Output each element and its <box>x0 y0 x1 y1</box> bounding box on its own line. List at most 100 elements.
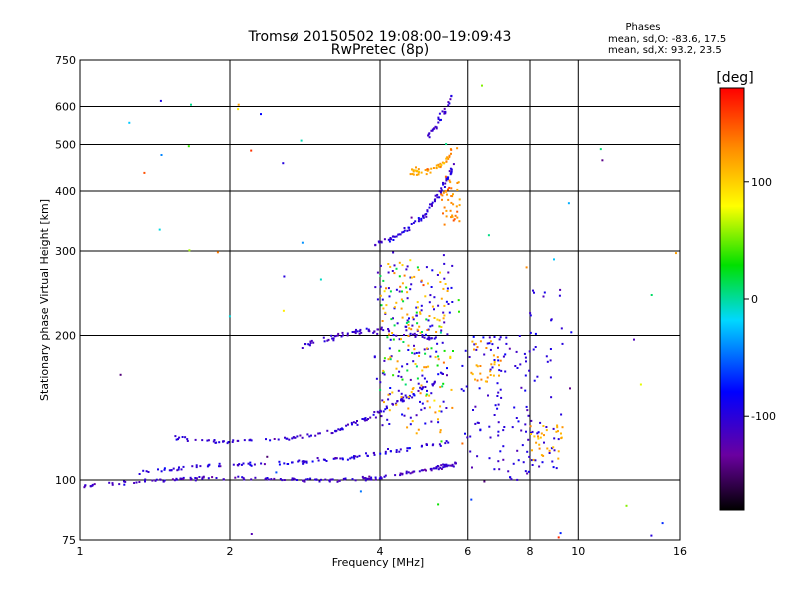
data-point <box>451 463 454 466</box>
data-point <box>499 388 502 391</box>
data-point <box>479 365 482 367</box>
data-point <box>420 279 423 282</box>
data-point <box>541 461 544 464</box>
data-point <box>556 424 559 427</box>
data-point <box>287 463 290 465</box>
data-point <box>421 369 424 372</box>
data-point <box>559 532 562 535</box>
data-point <box>543 434 545 437</box>
data-point <box>490 363 493 366</box>
data-point <box>398 275 401 278</box>
data-point <box>181 436 184 438</box>
data-point <box>250 533 253 535</box>
data-point <box>314 434 317 437</box>
data-point <box>443 206 446 209</box>
data-point <box>438 190 441 193</box>
data-point <box>517 420 520 423</box>
data-point <box>412 318 415 321</box>
data-point <box>492 374 495 377</box>
data-point <box>388 240 391 243</box>
data-point <box>426 380 428 383</box>
data-point <box>479 372 482 375</box>
data-point <box>323 458 326 461</box>
data-point <box>520 429 523 432</box>
data-point <box>421 335 424 338</box>
colorbar-ticks: 100 0 -100 <box>744 176 776 423</box>
data-point <box>447 198 450 201</box>
data-point <box>439 444 442 447</box>
data-point <box>354 479 357 482</box>
data-point <box>443 304 446 307</box>
data-point <box>359 328 362 331</box>
data-point <box>447 188 449 191</box>
data-point <box>439 431 442 434</box>
data-point <box>296 479 298 481</box>
data-point <box>93 483 96 486</box>
data-point <box>358 454 361 457</box>
data-point <box>417 220 420 223</box>
data-point <box>395 334 398 337</box>
data-point <box>451 215 454 218</box>
data-point <box>387 358 390 361</box>
data-point <box>489 436 492 439</box>
data-point <box>254 476 257 479</box>
data-point <box>385 287 387 290</box>
data-point <box>411 173 414 175</box>
data-point <box>421 331 423 333</box>
data-point <box>416 266 419 269</box>
data-point <box>529 312 532 315</box>
data-point <box>356 423 359 426</box>
data-point <box>282 162 285 165</box>
data-point <box>508 347 511 350</box>
x-tick-label: 4 <box>377 545 384 558</box>
data-point <box>420 171 423 174</box>
data-point <box>473 348 475 351</box>
data-point <box>415 334 418 337</box>
data-point <box>407 471 410 474</box>
data-point <box>400 338 402 341</box>
colorbar-title: [deg] <box>716 70 753 86</box>
data-point <box>392 334 395 337</box>
data-point <box>383 357 386 360</box>
data-point <box>473 343 476 346</box>
data-point <box>500 369 503 372</box>
data-point <box>470 498 473 501</box>
data-point <box>483 353 486 356</box>
data-point <box>437 373 440 376</box>
data-point <box>538 443 541 446</box>
data-point <box>283 479 286 481</box>
data-point <box>443 349 446 352</box>
data-point <box>533 435 536 438</box>
data-point <box>510 478 513 481</box>
data-point <box>288 438 291 441</box>
data-point <box>445 464 448 467</box>
data-point <box>439 281 442 283</box>
data-point <box>383 238 386 241</box>
data-point <box>345 424 348 427</box>
data-point <box>377 240 380 243</box>
data-point <box>445 178 448 181</box>
data-point <box>302 461 305 464</box>
data-point <box>350 456 353 459</box>
data-point <box>416 329 419 332</box>
data-point <box>476 421 479 424</box>
data-point <box>421 402 424 405</box>
data-point <box>524 356 527 359</box>
data-point <box>442 191 445 194</box>
data-point <box>406 449 409 452</box>
data-point <box>379 285 382 288</box>
data-point <box>500 396 503 399</box>
data-point <box>409 259 412 262</box>
data-point <box>416 301 419 304</box>
data-point <box>370 478 373 481</box>
data-point <box>188 249 191 252</box>
data-point <box>419 392 422 395</box>
colorbar-tick-label: -100 <box>751 410 776 423</box>
data-point <box>194 477 197 479</box>
data-point <box>395 449 398 452</box>
chart-title: Tromsø 20150502 19:08:00–19:09:43 <box>248 29 512 45</box>
data-point <box>424 422 427 425</box>
data-point <box>461 364 464 367</box>
data-point <box>449 172 452 175</box>
data-point <box>430 347 433 350</box>
